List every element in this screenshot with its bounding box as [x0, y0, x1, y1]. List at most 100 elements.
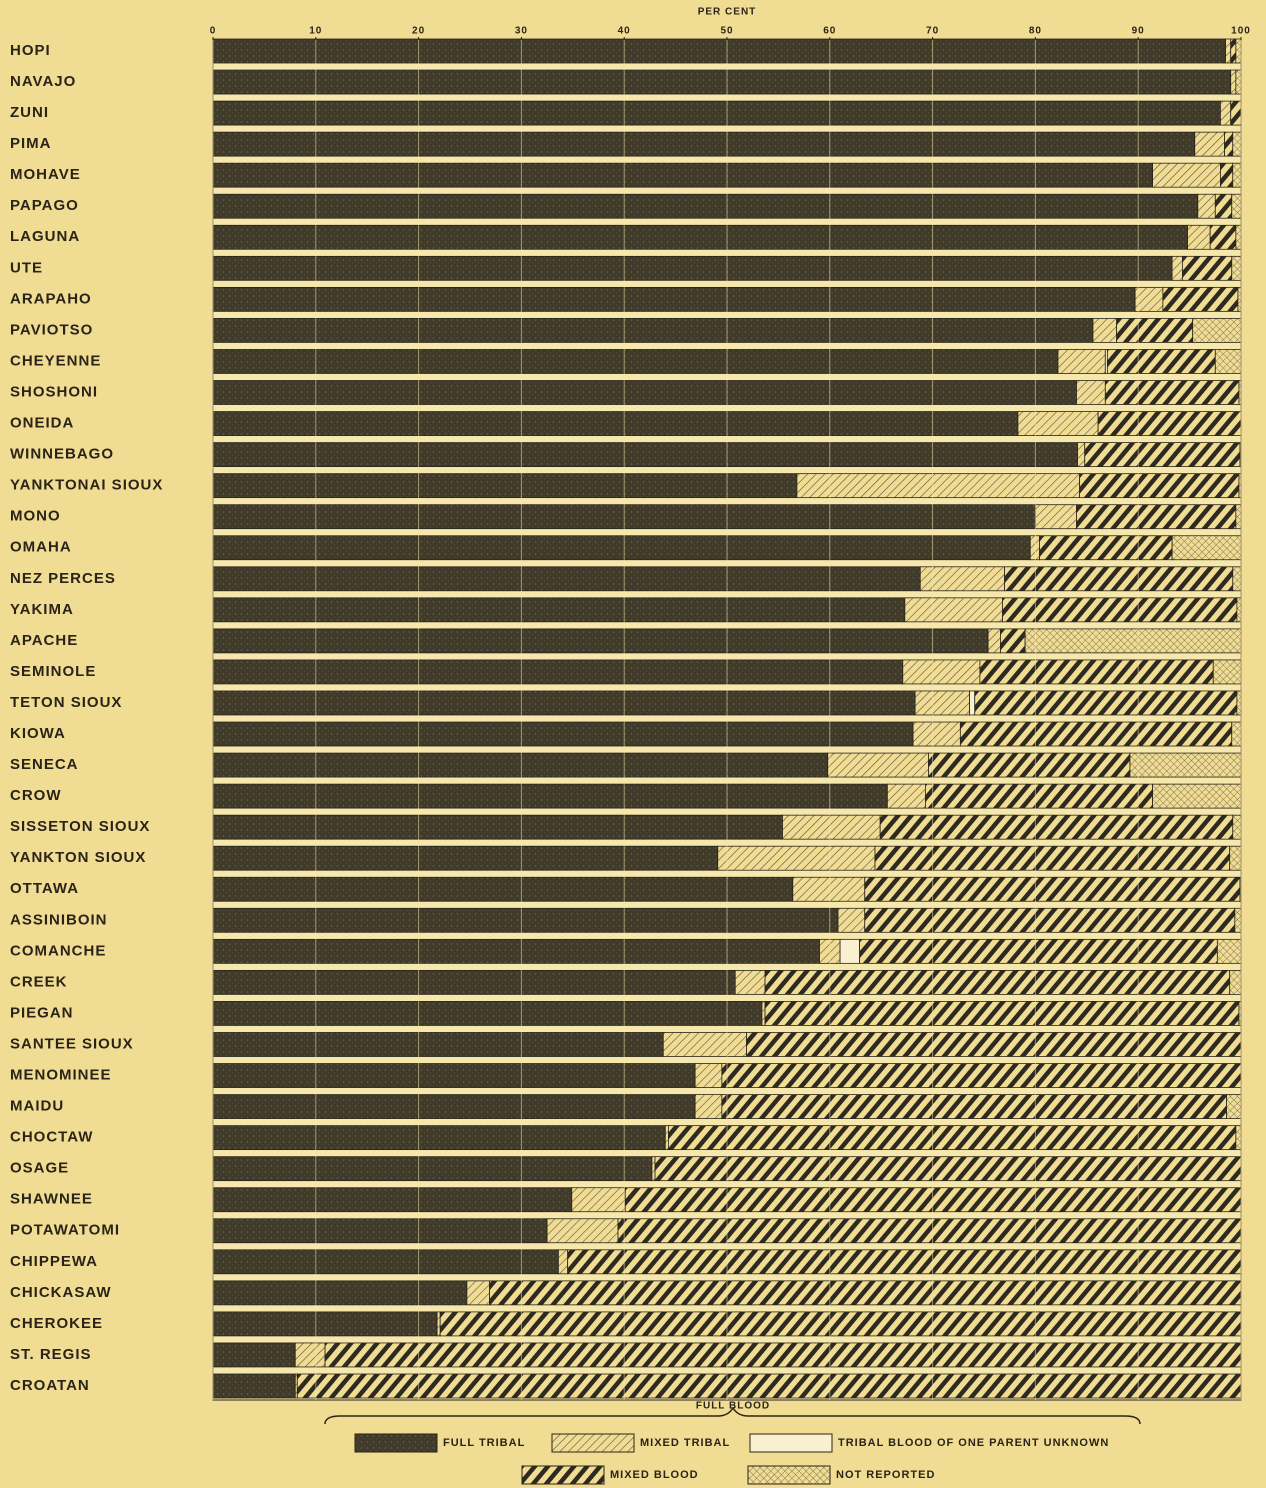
bar-segment	[1171, 255, 1183, 281]
bar-segment	[212, 349, 1059, 374]
bar-segment	[1230, 100, 1242, 126]
category-label: SHOSHONI	[10, 383, 98, 400]
bar-segment	[212, 1125, 666, 1151]
category-label: CHIPPEWA	[10, 1253, 98, 1270]
bar-segment	[439, 1311, 1242, 1337]
x-tick-label: 30	[515, 26, 528, 37]
bar-segment	[764, 969, 1231, 995]
bar-segment	[1235, 69, 1242, 95]
bar-segment	[489, 1280, 1242, 1306]
bar-segment	[668, 1125, 1237, 1151]
category-label: PAVIOTSO	[10, 321, 93, 338]
bar-segment	[1230, 38, 1237, 64]
bar-segment	[914, 690, 971, 716]
bar-segment	[212, 473, 798, 499]
category-label: YANKTONAI SIOUX	[10, 477, 163, 494]
category-label: KIOWA	[10, 725, 66, 742]
category-label: SEMINOLE	[10, 663, 96, 680]
bar-segment	[294, 1342, 326, 1368]
bar-segment	[662, 1032, 747, 1057]
bar-segment	[212, 1280, 468, 1306]
bar-segment	[694, 1063, 723, 1088]
bar-segment	[761, 1001, 766, 1026]
bar-segment	[1187, 224, 1211, 250]
category-label: ST. REGIS	[10, 1346, 92, 1363]
bar-segment	[1076, 504, 1237, 530]
x-tick-label: 90	[1132, 26, 1145, 37]
bar-segment	[827, 752, 929, 778]
bar-segment	[879, 814, 1234, 840]
bar-segment	[324, 1342, 1242, 1368]
bar-segment	[212, 845, 719, 871]
bar-segment	[864, 876, 1241, 902]
legend-swatch	[747, 1465, 831, 1485]
bar-segment	[1092, 318, 1118, 343]
bar-segment	[1129, 752, 1242, 778]
bar-segment	[212, 597, 906, 623]
bar-segment	[212, 969, 736, 995]
brace-label: FULL BLOOD	[696, 1401, 770, 1412]
bar-segment	[1152, 783, 1242, 809]
category-label: MENOMINEE	[10, 1067, 112, 1084]
bar-segment	[792, 876, 866, 902]
bar-segment	[839, 938, 861, 964]
bar-segment	[654, 1156, 1242, 1182]
x-tick-label: 0	[210, 26, 217, 37]
bar-segment	[212, 1249, 559, 1275]
bar-segment	[1235, 224, 1242, 250]
bar-segment	[1209, 224, 1237, 250]
bar-segment	[1152, 162, 1221, 188]
bar-segment	[1171, 535, 1242, 561]
bar-segment	[1216, 938, 1242, 964]
bar-segment	[1039, 535, 1173, 561]
bar-segment	[1235, 38, 1242, 64]
bar-segment	[212, 318, 1094, 343]
category-label: PIMA	[10, 135, 52, 152]
bar-segment	[212, 535, 1031, 561]
x-tick-label: 40	[618, 26, 631, 37]
bar-segment	[987, 628, 1001, 654]
bar-segment	[1106, 349, 1216, 374]
bar-segment	[567, 1249, 1242, 1275]
x-tick-label: 50	[720, 26, 733, 37]
bar-segment	[1029, 535, 1040, 561]
bar-segment	[212, 938, 820, 964]
bar-segment	[1226, 1094, 1242, 1119]
bar-segment	[1004, 566, 1234, 592]
category-label: SENECA	[10, 756, 79, 773]
bar-segment	[1077, 442, 1086, 468]
bar-segment	[1230, 69, 1237, 95]
bar-segment	[212, 162, 1153, 188]
bar-segment	[1194, 131, 1225, 157]
bar-segment	[1000, 628, 1026, 654]
bar-segment	[859, 938, 1218, 964]
bar-segment	[1224, 131, 1234, 157]
bar-segment	[212, 1032, 664, 1057]
bar-segment	[212, 193, 1199, 219]
legend-label: NOT REPORTED	[836, 1469, 935, 1481]
category-label: UTE	[10, 259, 43, 276]
bar-segment	[1002, 597, 1238, 623]
category-label: CROW	[10, 787, 62, 804]
category-label: OMAHA	[10, 539, 72, 556]
brace	[324, 1406, 1141, 1425]
bar-segment	[212, 442, 1078, 468]
category-label: ARAPAHO	[10, 290, 92, 307]
category-label: CHEYENNE	[10, 352, 101, 369]
bar-segment	[694, 1094, 723, 1119]
bar-segment	[212, 721, 914, 747]
bar-segment	[212, 814, 783, 840]
bar-segment	[558, 1249, 569, 1275]
bar-segment	[886, 783, 926, 809]
bar-segment	[212, 1218, 548, 1244]
category-label: CHICKASAW	[10, 1284, 112, 1301]
bar-segment	[212, 752, 829, 778]
bar-segment	[874, 845, 1231, 871]
bar-segment	[1231, 193, 1242, 219]
category-label: YAKIMA	[10, 601, 74, 618]
bar-segment	[1162, 286, 1239, 312]
category-label: ASSINIBOIN	[10, 911, 108, 928]
category-label: NAVAJO	[10, 73, 76, 90]
bar-segment	[1076, 380, 1106, 405]
